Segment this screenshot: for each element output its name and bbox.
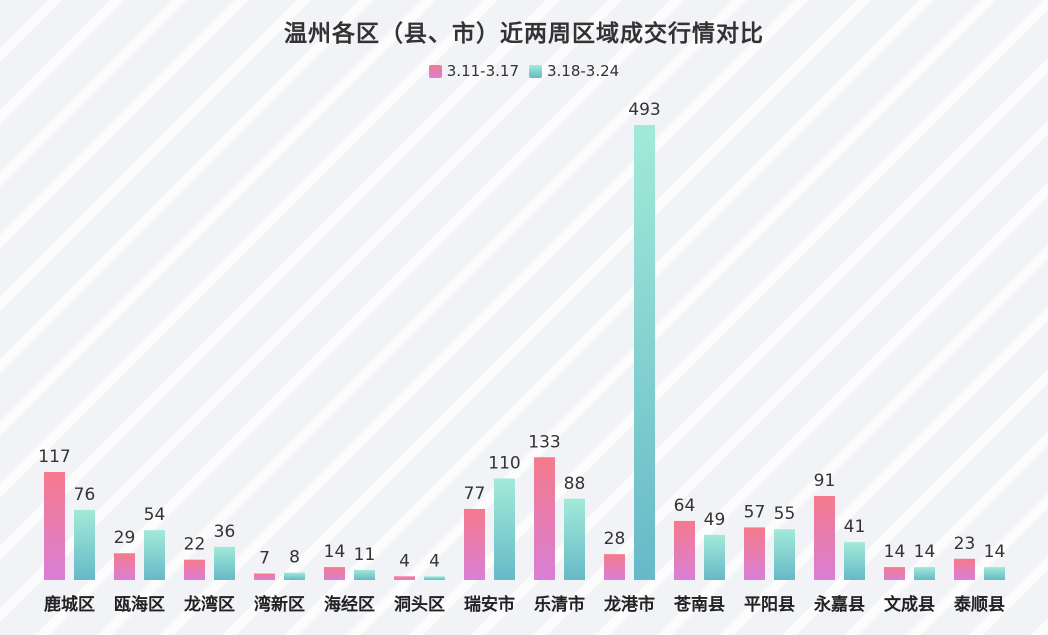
data-label-series-2-12: 41 xyxy=(844,517,866,537)
category-label-14: 泰顺县 xyxy=(954,594,1005,615)
bar-series-1-14[interactable] xyxy=(954,558,975,580)
bar-series-1-3[interactable] xyxy=(184,559,205,580)
data-label-series-2-1: 76 xyxy=(74,485,96,505)
legend-label-series-1: 3.11-3.17 xyxy=(446,62,519,80)
data-label-series-2-11: 55 xyxy=(774,504,796,524)
legend-swatch-series-1 xyxy=(428,64,442,78)
data-label-series-1-13: 14 xyxy=(884,542,906,562)
data-label-series-1-6: 4 xyxy=(399,551,410,571)
category-label-11: 平阳县 xyxy=(744,595,795,615)
bar-series-2-10[interactable] xyxy=(704,534,725,580)
data-label-series-2-8: 88 xyxy=(564,474,586,494)
category-label-12: 永嘉县 xyxy=(813,594,865,615)
data-label-series-1-9: 28 xyxy=(604,529,626,549)
bar-series-2-13[interactable] xyxy=(914,567,935,580)
bar-series-1-7[interactable] xyxy=(464,508,485,580)
data-label-series-2-9: 493 xyxy=(628,100,660,120)
category-label-9: 龙港市 xyxy=(603,594,655,615)
data-label-series-1-12: 91 xyxy=(814,471,836,491)
data-label-series-1-11: 57 xyxy=(744,502,766,522)
data-label-series-1-8: 133 xyxy=(528,432,560,452)
bar-series-2-14[interactable] xyxy=(984,567,1005,580)
bar-series-2-7[interactable] xyxy=(494,478,515,580)
category-label-8: 乐清市 xyxy=(534,594,585,615)
data-label-series-2-4: 8 xyxy=(289,548,300,568)
chart-legend: 3.11-3.17 3.18-3.24 xyxy=(0,62,1048,80)
bar-series-2-8[interactable] xyxy=(564,498,585,580)
category-label-7: 瑞安市 xyxy=(464,594,515,615)
category-label-10: 苍南县 xyxy=(673,594,725,615)
data-label-series-2-13: 14 xyxy=(914,542,936,562)
bar-series-1-13[interactable] xyxy=(884,567,905,580)
bar-series-2-4[interactable] xyxy=(284,572,305,580)
legend-swatch-series-2 xyxy=(529,64,542,78)
legend-label-series-2: 3.18-3.24 xyxy=(547,62,620,80)
bar-series-1-9[interactable] xyxy=(604,554,625,580)
legend-item-series-1[interactable]: 3.11-3.17 xyxy=(428,62,519,80)
data-label-series-1-1: 117 xyxy=(38,447,70,467)
data-label-series-2-3: 36 xyxy=(214,522,236,542)
data-label-series-2-14: 14 xyxy=(984,542,1006,562)
data-label-series-2-10: 49 xyxy=(704,510,726,530)
bar-series-1-1[interactable] xyxy=(44,472,65,580)
bar-series-2-12[interactable] xyxy=(844,542,865,580)
data-label-series-1-14: 23 xyxy=(954,534,976,554)
bar-series-1-12[interactable] xyxy=(814,496,835,580)
bar-series-1-8[interactable] xyxy=(534,457,555,580)
data-label-series-2-7: 110 xyxy=(488,453,520,473)
category-label-4: 湾新区 xyxy=(254,594,305,615)
bar-series-2-1[interactable] xyxy=(74,509,95,580)
bar-series-2-2[interactable] xyxy=(144,530,165,580)
bar-series-1-2[interactable] xyxy=(114,553,135,580)
data-label-series-1-4: 7 xyxy=(259,549,270,569)
category-label-13: 文成县 xyxy=(884,594,935,615)
category-label-3: 龙湾区 xyxy=(183,594,235,615)
data-label-series-2-2: 54 xyxy=(144,505,166,525)
bar-series-2-9[interactable] xyxy=(634,125,655,580)
category-label-6: 洞头区 xyxy=(394,595,445,615)
data-label-series-1-5: 14 xyxy=(324,542,346,562)
category-label-5: 海经区 xyxy=(324,594,375,615)
bar-series-1-11[interactable] xyxy=(744,527,765,580)
bar-series-2-5[interactable] xyxy=(354,569,375,580)
category-label-1: 鹿城区 xyxy=(44,594,95,615)
bar-series-1-5[interactable] xyxy=(324,567,345,580)
category-label-2: 瓯海区 xyxy=(114,594,165,615)
data-label-series-1-3: 22 xyxy=(184,535,206,555)
bar-series-1-10[interactable] xyxy=(674,520,695,580)
bar-series-1-6[interactable] xyxy=(394,576,415,580)
data-label-series-2-6: 4 xyxy=(429,551,440,571)
bar-series-2-11[interactable] xyxy=(774,529,795,580)
data-label-series-1-7: 77 xyxy=(464,484,486,504)
data-label-series-1-2: 29 xyxy=(114,528,136,548)
bar-series-2-3[interactable] xyxy=(214,546,235,580)
legend-item-series-2[interactable]: 3.18-3.24 xyxy=(529,62,619,80)
data-label-series-2-5: 11 xyxy=(354,545,376,565)
bar-series-2-6[interactable] xyxy=(424,576,445,580)
bar-series-1-4[interactable] xyxy=(254,573,275,580)
data-label-series-1-10: 64 xyxy=(674,496,696,516)
chart-title: 温州各区（县、市）近两周区域成交行情对比 xyxy=(284,21,764,47)
